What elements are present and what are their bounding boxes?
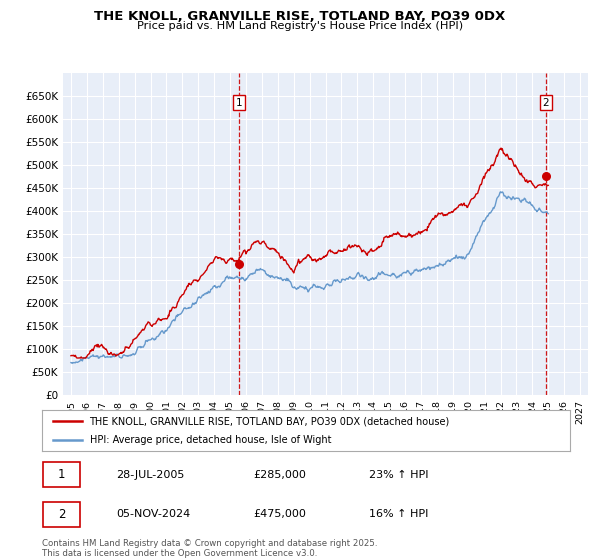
- Text: Contains HM Land Registry data © Crown copyright and database right 2025.
This d: Contains HM Land Registry data © Crown c…: [42, 539, 377, 558]
- Text: 05-NOV-2024: 05-NOV-2024: [116, 509, 190, 519]
- Point: [235, 259, 244, 268]
- Text: 16% ↑ HPI: 16% ↑ HPI: [370, 509, 429, 519]
- Text: 23% ↑ HPI: 23% ↑ HPI: [370, 470, 429, 480]
- FancyBboxPatch shape: [43, 502, 80, 526]
- Text: £475,000: £475,000: [253, 509, 306, 519]
- Text: £285,000: £285,000: [253, 470, 306, 480]
- Text: 2: 2: [58, 507, 65, 521]
- Text: 28-JUL-2005: 28-JUL-2005: [116, 470, 184, 480]
- Text: 1: 1: [236, 97, 242, 108]
- FancyBboxPatch shape: [43, 463, 80, 487]
- Text: Price paid vs. HM Land Registry's House Price Index (HPI): Price paid vs. HM Land Registry's House …: [137, 21, 463, 31]
- Text: HPI: Average price, detached house, Isle of Wight: HPI: Average price, detached house, Isle…: [89, 435, 331, 445]
- Text: THE KNOLL, GRANVILLE RISE, TOTLAND BAY, PO39 0DX: THE KNOLL, GRANVILLE RISE, TOTLAND BAY, …: [94, 10, 506, 23]
- Text: THE KNOLL, GRANVILLE RISE, TOTLAND BAY, PO39 0DX (detached house): THE KNOLL, GRANVILLE RISE, TOTLAND BAY, …: [89, 417, 450, 426]
- Text: 2: 2: [542, 97, 549, 108]
- Point: [541, 172, 551, 181]
- Text: 1: 1: [58, 468, 65, 482]
